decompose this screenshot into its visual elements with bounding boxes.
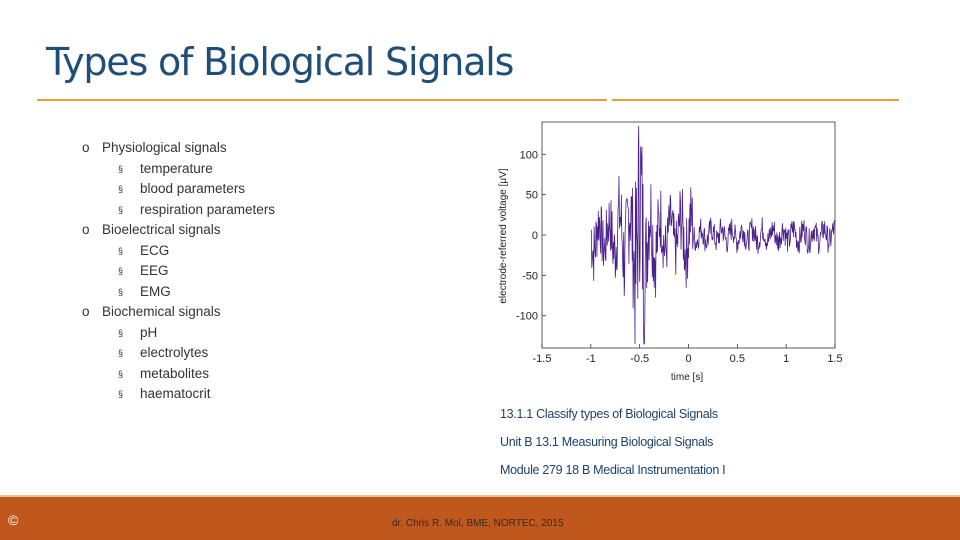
chart-x-tick-label: -1 (586, 353, 596, 365)
chart-y-axis-label: electrode-referred voltage [μV] (498, 168, 509, 303)
bullet-text: Biochemical signals (102, 304, 221, 319)
bullet-square-icon: § (118, 163, 124, 174)
chart-y-tick-label: -100 (516, 311, 538, 323)
bullet-square-icon: § (118, 266, 124, 276)
bullet-item: § blood parameters (82, 179, 275, 200)
chart-x-tick-label: -0.5 (630, 353, 649, 365)
chart-x-tick-label: 0.5 (730, 353, 745, 365)
chart-y-tick-label: 50 (526, 190, 538, 202)
bullet-text: pH (140, 324, 158, 340)
bullet-square-icon: § (118, 245, 124, 256)
bullet-square-icon: § (118, 184, 124, 194)
bullet-text: electrolytes (140, 345, 209, 360)
bullet-text: Physiological signals (102, 140, 227, 155)
bullet-item: § pH (82, 323, 275, 344)
bullet-text: EMG (140, 283, 171, 299)
bullet-item: § ECG (82, 241, 275, 262)
chart-x-axis-label: time [s] (671, 372, 703, 383)
bullet-text: respiration parameters (140, 201, 276, 217)
copyright-symbol: © (8, 512, 19, 528)
bullet-item: § EMG (82, 282, 275, 303)
bullet-text: temperature (140, 160, 213, 176)
bullet-square-icon: § (118, 348, 124, 358)
learning-outcome: 13.1.1 Classify types of Biological Sign… (500, 407, 718, 421)
bullet-text: ECG (140, 242, 170, 258)
title-underline-right (612, 99, 899, 101)
signal-chart: -1.5 -1 -0.5 0 0.5 1 1.5 100 50 0 -50 -100 electrod… (498, 121, 843, 383)
bullet-square-icon: § (118, 389, 124, 399)
bullet-text: Bioelectrical signals (102, 222, 221, 237)
footer-bar (0, 497, 960, 540)
chart-y-tick-label: 0 (532, 230, 538, 242)
bullet-item: o Bioelectrical signals (82, 220, 275, 241)
bullet-square-icon: § (118, 368, 124, 379)
chart-y-tick-label: -50 (522, 270, 538, 282)
bullet-circle-icon: o (82, 222, 90, 237)
bullet-circle-icon: o (82, 304, 90, 319)
module-title: Module 279 18 B Medical Instrumentation … (500, 463, 726, 477)
bullet-square-icon: § (118, 327, 124, 338)
bullet-item: § metabolites (82, 364, 275, 385)
bullet-text: haematocrit (140, 386, 211, 401)
footer-divider (0, 495, 960, 497)
bullet-item: § respiration parameters (82, 200, 275, 221)
bullet-square-icon: § (118, 204, 124, 215)
author-credit: dr. Chris R. Mol, BME, NORTEC, 2015 (392, 518, 564, 529)
bullet-circle-icon: o (82, 140, 90, 155)
chart-x-tick-label: 1.5 (827, 353, 842, 365)
chart-series-line (590, 125, 836, 345)
chart-x-tick-label: -1.5 (533, 353, 552, 365)
bullet-item: § EEG (82, 261, 275, 282)
slide-title: Types of Biological Signals (46, 40, 514, 84)
bullet-item: o Physiological signals (82, 138, 275, 159)
chart-x-tick-label: 0 (685, 353, 691, 365)
unit-title: Unit B 13.1 Measuring Biological Signals (500, 435, 714, 449)
bullet-item: o Biochemical signals (82, 302, 275, 323)
title-underline (37, 99, 607, 101)
bullet-item: § temperature (82, 159, 275, 180)
bullet-item: § haematocrit (82, 384, 275, 405)
bullet-text: metabolites (140, 365, 210, 381)
bullet-text: EEG (140, 263, 169, 278)
chart-y-tick-label: 100 (520, 149, 538, 161)
bullet-item: § electrolytes (82, 343, 275, 364)
chart-x-tick-label: 1 (783, 353, 789, 365)
bullet-text: blood parameters (140, 181, 246, 196)
bullet-list: o Physiological signals § temperature § blood… (82, 138, 275, 405)
bullet-square-icon: § (118, 286, 124, 297)
